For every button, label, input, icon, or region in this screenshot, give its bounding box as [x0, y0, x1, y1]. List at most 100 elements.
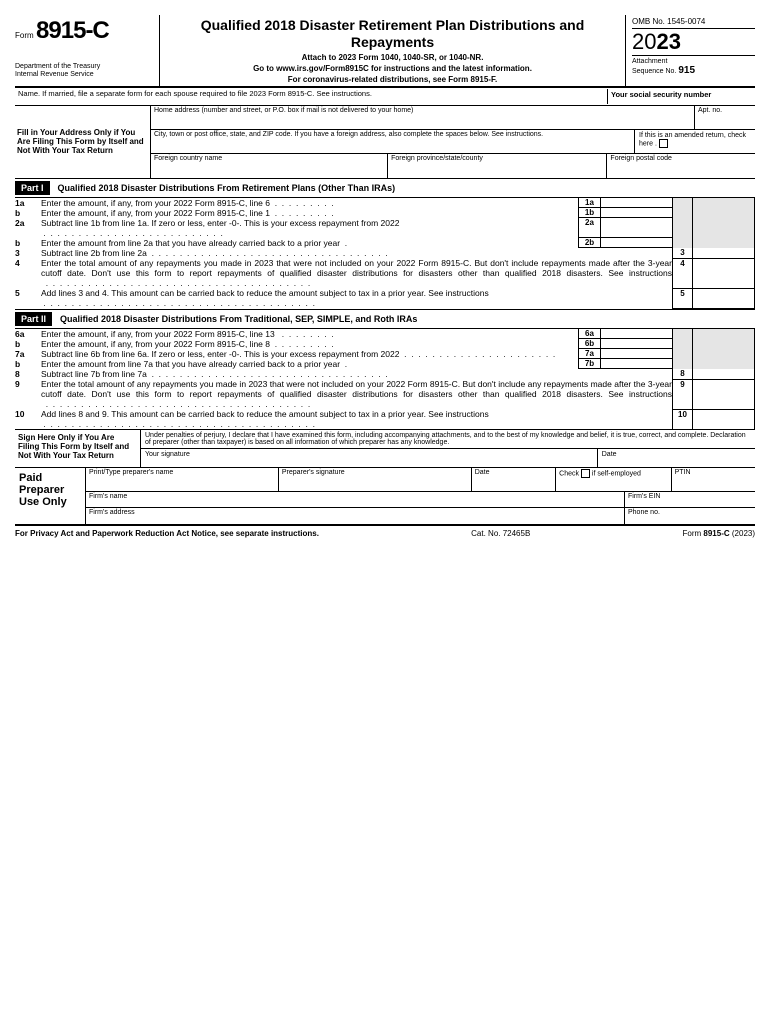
subtitle-covid: For coronavirus-related distributions, s…	[168, 75, 617, 84]
preparer-label: Paid Preparer Use Only	[15, 468, 85, 524]
box-5-value[interactable]	[693, 288, 755, 308]
preparer-section: Paid Preparer Use Only Print/Type prepar…	[15, 468, 755, 526]
omb-number: OMB No. 1545-0074	[632, 17, 755, 29]
box-2a-label: 2a	[579, 218, 601, 238]
name-instruction: Name. If married, file a separate form f…	[18, 89, 607, 104]
line-7b-num: b	[15, 359, 41, 369]
box-6b-value[interactable]	[601, 339, 673, 349]
form-title: Qualified 2018 Disaster Retirement Plan …	[168, 17, 617, 51]
line-6b-text: Enter the amount, if any, from your 2022…	[41, 339, 270, 349]
line-3-num: 3	[15, 248, 41, 259]
line-2b-text: Enter the amount from line 2a that you h…	[41, 238, 340, 248]
name-row: Name. If married, file a separate form f…	[15, 88, 755, 106]
address-instruction: Fill in Your Address Only if You Are Fil…	[15, 106, 150, 178]
line-2a-text: Subtract line 1b from line 1a. If zero o…	[41, 218, 399, 228]
subtitle-url: Go to www.irs.gov/Form8915C for instruct…	[168, 64, 617, 73]
line-2b-num: b	[15, 238, 41, 248]
box-6a-label: 6a	[579, 329, 601, 339]
box-6a-value[interactable]	[601, 329, 673, 339]
part2-label: Part II	[15, 312, 52, 326]
preparer-print-name[interactable]: Print/Type preparer's name	[86, 468, 279, 491]
box-1a-value[interactable]	[601, 198, 673, 208]
line-4-text: Enter the total amount of any repayments…	[41, 258, 672, 278]
box-5-label: 5	[673, 288, 693, 308]
line-5-num: 5	[15, 288, 41, 308]
box-6b-label: 6b	[579, 339, 601, 349]
box-8-label: 8	[673, 369, 693, 380]
form-header: Form 8915-C Department of the Treasury I…	[15, 15, 755, 88]
sign-instruction: Sign Here Only if You Are Filing This Fo…	[15, 430, 140, 467]
phone-no[interactable]: Phone no.	[625, 508, 755, 524]
firm-name[interactable]: Firm's name	[86, 492, 625, 507]
box-10-value[interactable]	[693, 409, 755, 429]
box-10-label: 10	[673, 409, 693, 429]
dept-treasury: Department of the Treasury	[15, 63, 155, 71]
line-10-num: 10	[15, 409, 41, 429]
preparer-signature[interactable]: Preparer's signature	[279, 468, 472, 491]
subtitle-attach: Attach to 2023 Form 1040, 1040-SR, or 10…	[168, 53, 617, 62]
box-4-value[interactable]	[693, 258, 755, 288]
part2-header: Part II Qualified 2018 Disaster Distribu…	[15, 309, 755, 329]
city-label[interactable]: City, town or post office, state, and ZI…	[151, 130, 635, 153]
sequence-label: Sequence No.	[632, 68, 676, 75]
amended-checkbox[interactable]	[659, 139, 668, 148]
box-7a-value[interactable]	[601, 349, 673, 359]
foreign-country[interactable]: Foreign country name	[151, 154, 388, 178]
line-6b-num: b	[15, 339, 41, 349]
dept-irs: Internal Revenue Service	[15, 71, 155, 79]
sign-section: Sign Here Only if You Are Filing This Fo…	[15, 429, 755, 468]
part2-lines: 6a Enter the amount, if any, from your 2…	[15, 329, 755, 430]
box-1b-value[interactable]	[601, 208, 673, 218]
line-7a-text: Subtract line 6b from line 6a. If zero o…	[41, 349, 399, 359]
attachment-label: Attachment	[632, 58, 667, 65]
self-employed-checkbox[interactable]	[581, 469, 590, 478]
line-3-text: Subtract line 2b from line 2a	[41, 248, 147, 258]
part1-lines: 1a Enter the amount, if any, from your 2…	[15, 198, 755, 309]
sign-date-label[interactable]: Date	[598, 449, 755, 467]
form-number: 8915-C	[36, 17, 109, 44]
address-section: Fill in Your Address Only if You Are Fil…	[15, 106, 755, 179]
your-signature-label[interactable]: Your signature	[141, 449, 598, 467]
self-employed-check[interactable]: Check if self-employed	[556, 468, 671, 491]
ssn-label[interactable]: Your social security number	[607, 89, 752, 104]
catalog-number: Cat. No. 72465B	[471, 529, 530, 538]
box-2a-value[interactable]	[601, 218, 673, 238]
box-1b-label: 1b	[579, 208, 601, 218]
sequence-number: 915	[678, 65, 695, 76]
form-label: Form	[15, 31, 34, 40]
part2-title: Qualified 2018 Disaster Distributions Fr…	[60, 314, 417, 324]
part1-header: Part I Qualified 2018 Disaster Distribut…	[15, 179, 755, 198]
box-4-label: 4	[673, 258, 693, 288]
amended-check[interactable]: If this is an amended return, check here…	[635, 130, 755, 153]
footer-form-ref: Form 8915-C (2023)	[682, 529, 755, 538]
line-6a-text: Enter the amount, if any, from your 2022…	[41, 329, 275, 339]
foreign-province[interactable]: Foreign province/state/county	[388, 154, 607, 178]
box-2b-value[interactable]	[601, 238, 673, 248]
box-2b-label: 2b	[579, 238, 601, 248]
apt-label[interactable]: Apt. no.	[695, 106, 755, 129]
part1-label: Part I	[15, 181, 50, 195]
firm-address[interactable]: Firm's address	[86, 508, 625, 524]
line-8-text: Subtract line 7b from line 7a	[41, 369, 147, 379]
box-3-value[interactable]	[693, 248, 755, 259]
box-9-value[interactable]	[693, 379, 755, 409]
tax-year: 2023	[632, 29, 755, 55]
ptin-label[interactable]: PTIN	[672, 468, 755, 491]
preparer-date[interactable]: Date	[472, 468, 556, 491]
line-9-text: Enter the total amount of any repayments…	[41, 379, 672, 399]
line-1a-num: 1a	[15, 198, 41, 208]
firm-ein[interactable]: Firm's EIN	[625, 492, 755, 507]
line-7a-num: 7a	[15, 349, 41, 359]
line-4-num: 4	[15, 258, 41, 288]
line-1a-text: Enter the amount, if any, from your 2022…	[41, 198, 270, 208]
line-7b-text: Enter the amount from line 7a that you h…	[41, 359, 340, 369]
line-9-num: 9	[15, 379, 41, 409]
line-1b-num: b	[15, 208, 41, 218]
box-7b-value[interactable]	[601, 359, 673, 369]
box-8-value[interactable]	[693, 369, 755, 380]
line-6a-num: 6a	[15, 329, 41, 339]
home-address-label[interactable]: Home address (number and street, or P.O.…	[151, 106, 695, 129]
line-2a-num: 2a	[15, 218, 41, 238]
line-5-text: Add lines 3 and 4. This amount can be ca…	[41, 288, 489, 298]
foreign-postal[interactable]: Foreign postal code	[607, 154, 755, 178]
